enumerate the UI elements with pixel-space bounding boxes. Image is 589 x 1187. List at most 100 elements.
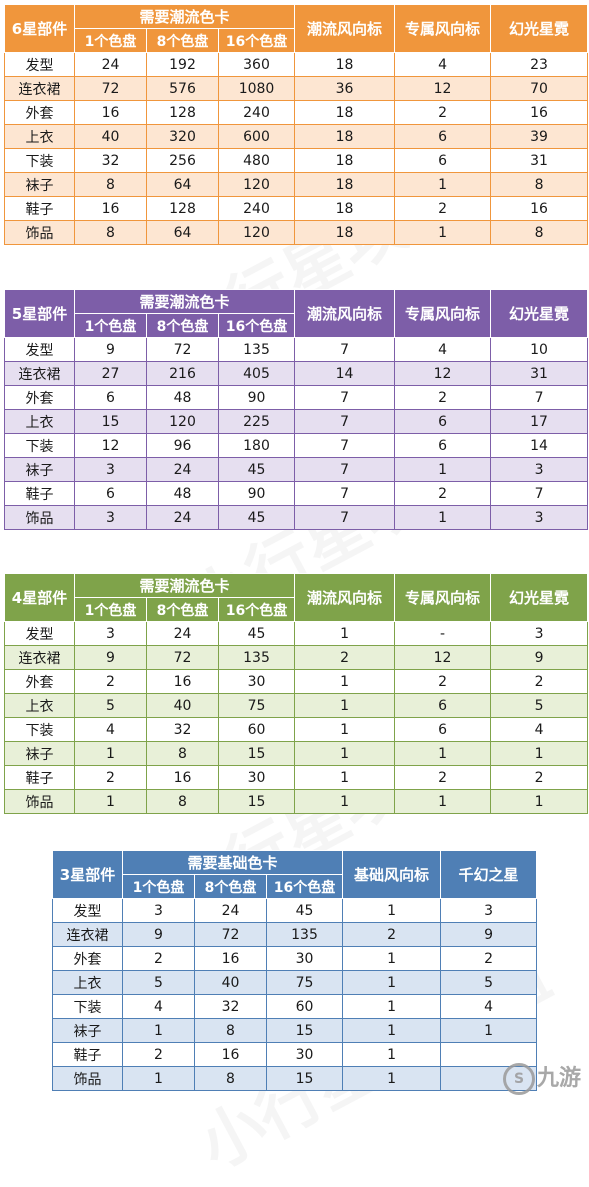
value-cell: 32 — [74, 148, 147, 173]
value-cell: 128 — [146, 100, 219, 125]
value-cell: 5 — [440, 970, 538, 995]
value-cell: 3 — [74, 621, 147, 646]
value-cell: 3 — [74, 457, 147, 482]
value-cell: 6 — [74, 385, 147, 410]
value-cell: 16 — [490, 196, 589, 221]
part-name-cell: 外套 — [4, 385, 75, 410]
value-cell: 8 — [74, 172, 147, 197]
column-header: 专属风向标 — [394, 4, 492, 53]
part-name-cell: 外套 — [4, 669, 75, 694]
value-cell: 9 — [490, 645, 589, 670]
value-cell: 1 — [342, 970, 442, 995]
part-name-cell: 上衣 — [4, 409, 75, 434]
value-cell: 1 — [394, 741, 492, 766]
table-row: 饰品 3 24 45 7 1 3 — [4, 505, 589, 530]
subcolumn-header: 16个色盘 — [265, 874, 344, 899]
value-cell: 18 — [294, 100, 396, 125]
table-row: 饰品 8 64 120 18 1 8 — [4, 220, 589, 245]
value-cell: 4 — [490, 717, 589, 742]
part-name-cell: 发型 — [4, 337, 75, 362]
value-cell: 2 — [394, 765, 492, 790]
part-name-cell: 袜子 — [52, 1018, 123, 1043]
value-cell: 12 — [74, 433, 147, 458]
value-cell: 192 — [146, 52, 219, 77]
part-name-cell: 袜子 — [4, 457, 75, 482]
value-cell: 3 — [440, 898, 538, 923]
value-cell: 8 — [146, 741, 219, 766]
part-name-cell: 饰品 — [4, 220, 75, 245]
part-name-cell: 袜子 — [4, 741, 75, 766]
value-cell: 15 — [265, 1018, 344, 1043]
value-cell: 576 — [146, 76, 219, 101]
value-cell: 30 — [265, 1042, 344, 1067]
part-name-cell: 上衣 — [4, 124, 75, 149]
part-name-cell: 下装 — [4, 433, 75, 458]
value-cell: 8 — [490, 172, 589, 197]
star3-table: 3星部件 需要基础色卡 基础风向标 千幻之星 1个色盘 8个色盘 16个色盘 发… — [52, 850, 538, 1091]
value-cell: 1 — [122, 1066, 195, 1091]
value-cell: 2 — [394, 385, 492, 410]
value-cell: 1 — [74, 789, 147, 814]
value-cell: 9 — [74, 337, 147, 362]
column-header: 潮流风向标 — [294, 4, 396, 53]
value-cell: 2 — [122, 1042, 195, 1067]
value-cell: 1 — [342, 1018, 442, 1043]
value-cell: 1 — [122, 1018, 195, 1043]
value-cell: 8 — [194, 1066, 267, 1091]
value-cell: 24 — [146, 457, 219, 482]
value-cell: 8 — [490, 220, 589, 245]
color-card-group-header: 需要潮流色卡 — [73, 289, 296, 314]
value-cell: 1 — [342, 898, 442, 923]
part-name-cell: 鞋子 — [4, 765, 75, 790]
value-cell: 16 — [146, 765, 219, 790]
value-cell: 120 — [217, 172, 296, 197]
value-cell: 16 — [146, 669, 219, 694]
value-cell: 18 — [294, 172, 396, 197]
part-name-cell: 发型 — [52, 898, 123, 923]
value-cell: 1 — [342, 946, 442, 971]
value-cell: 6 — [394, 124, 492, 149]
part-name-cell: 连衣裙 — [4, 645, 75, 670]
value-cell: 1 — [294, 717, 396, 742]
value-cell: 12 — [394, 76, 492, 101]
table-row: 发型 9 72 135 7 4 10 — [4, 337, 589, 362]
value-cell: 40 — [146, 693, 219, 718]
value-cell: 14 — [490, 433, 589, 458]
color-card-group-header: 需要潮流色卡 — [73, 573, 296, 598]
value-cell: 72 — [146, 337, 219, 362]
value-cell: 1 — [440, 1018, 538, 1043]
value-cell: 120 — [217, 220, 296, 245]
value-cell: 2 — [74, 669, 147, 694]
value-cell: 40 — [74, 124, 147, 149]
value-cell: 30 — [217, 765, 296, 790]
column-header: 基础风向标 — [342, 850, 442, 899]
value-cell: 180 — [217, 433, 296, 458]
value-cell: 9 — [74, 645, 147, 670]
logo-mark-icon: S — [502, 1063, 535, 1095]
value-cell: 360 — [217, 52, 296, 77]
star5-table: 5星部件 需要潮流色卡 潮流风向标 专属风向标 幻光星霓 1个色盘 8个色盘 1… — [4, 289, 589, 530]
value-cell: 1 — [294, 693, 396, 718]
table-row: 袜子 1 8 15 1 1 — [52, 1018, 538, 1043]
value-cell: 16 — [74, 196, 147, 221]
value-cell: 6 — [74, 481, 147, 506]
value-cell: 2 — [294, 645, 396, 670]
value-cell: 16 — [74, 100, 147, 125]
part-name-cell: 饰品 — [52, 1066, 123, 1091]
value-cell: 7 — [294, 481, 396, 506]
value-cell: 17 — [490, 409, 589, 434]
table-row: 饰品 1 8 15 1 — [52, 1066, 538, 1091]
value-cell: 9 — [122, 922, 195, 947]
column-header: 幻光星霓 — [490, 4, 589, 53]
value-cell: 7 — [294, 337, 396, 362]
value-cell: 75 — [217, 693, 296, 718]
part-header: 3星部件 — [52, 850, 123, 899]
value-cell: 3 — [490, 621, 589, 646]
table-row: 连衣裙 27 216 405 14 12 31 — [4, 361, 589, 386]
value-cell: 135 — [265, 922, 344, 947]
value-cell: 1 — [294, 789, 396, 814]
table-row: 外套 16 128 240 18 2 16 — [4, 100, 589, 125]
part-name-cell: 鞋子 — [4, 196, 75, 221]
part-name-cell: 鞋子 — [4, 481, 75, 506]
value-cell: 64 — [146, 172, 219, 197]
